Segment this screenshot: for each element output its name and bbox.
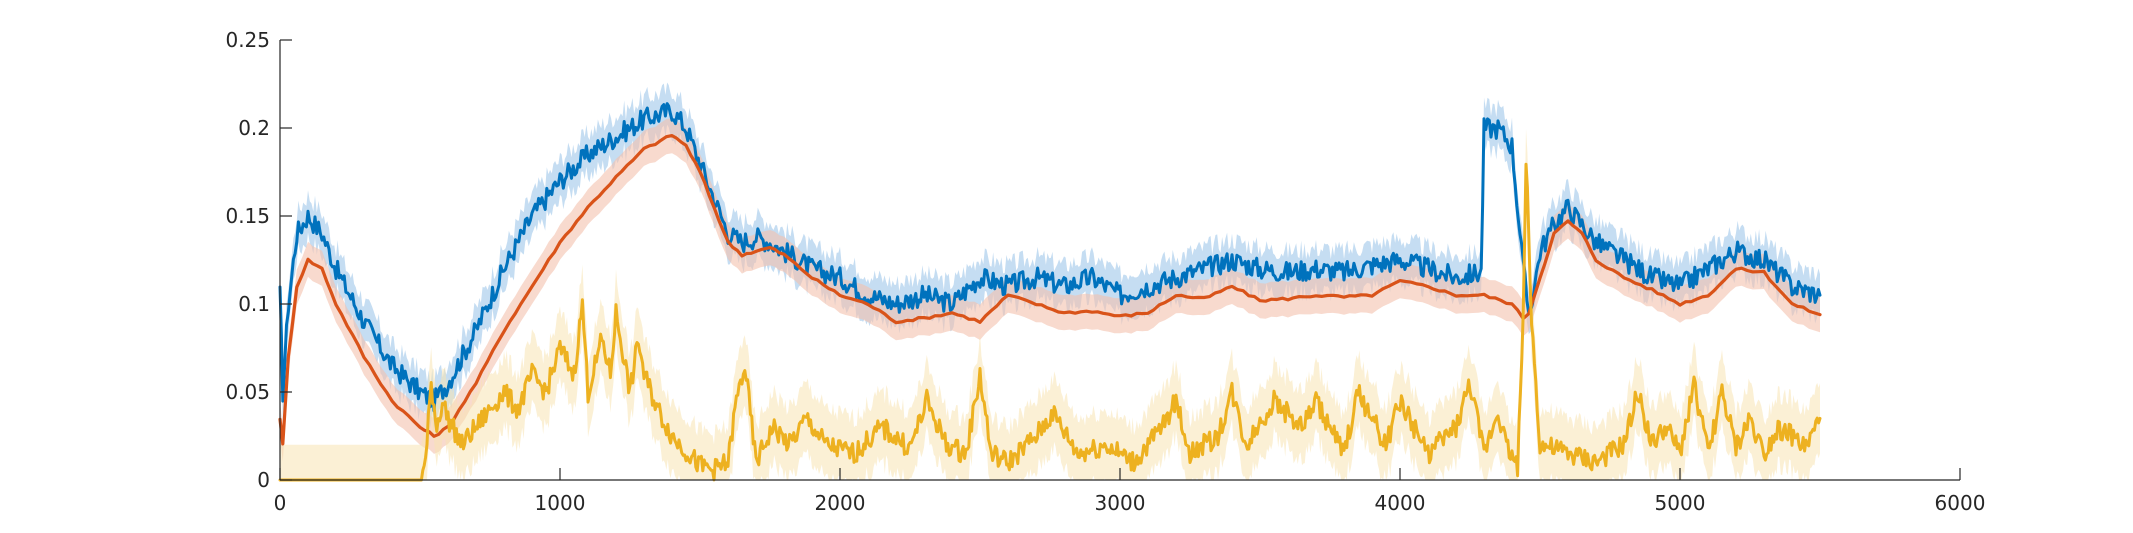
y-tick-label: 0.2 [238, 116, 270, 140]
x-tick-label: 4000 [1375, 491, 1426, 515]
y-tick-label: 0 [257, 468, 270, 492]
line-series-1 [278, 102, 1822, 413]
x-axis-ticks: 0 1000 2000 3000 4000 5000 6000 [274, 468, 1986, 515]
x-tick-label: 5000 [1655, 491, 1706, 515]
y-tick-label: 0.25 [225, 28, 270, 52]
band-series-3 [280, 129, 1820, 480]
x-tick-label: 0 [274, 491, 287, 515]
line-series-3 [278, 162, 1822, 482]
y-tick-label: 0.1 [238, 292, 270, 316]
x-tick-label: 3000 [1095, 491, 1146, 515]
series-lines [278, 102, 1822, 482]
x-tick-label: 1000 [535, 491, 586, 515]
x-tick-label: 2000 [815, 491, 866, 515]
line-series-2 [278, 134, 1822, 446]
x-tick-label: 6000 [1935, 491, 1986, 515]
y-tick-label: 0.15 [225, 204, 270, 228]
y-axis-ticks: 0 0.05 0.1 0.15 0.2 0.25 [225, 28, 292, 492]
y-tick-label: 0.05 [225, 380, 270, 404]
